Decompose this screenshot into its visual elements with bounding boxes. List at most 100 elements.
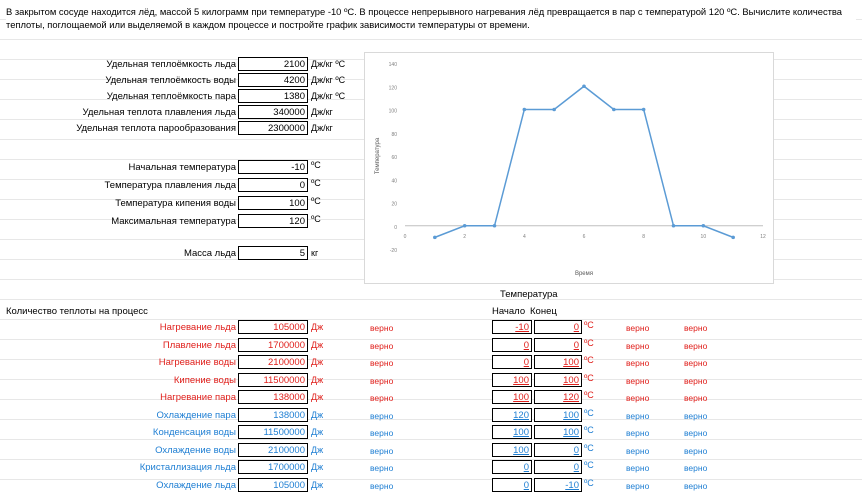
process-end-temp[interactable]: 100 (534, 355, 582, 369)
process-heat-value[interactable]: 11500000 (238, 372, 308, 387)
process-heat-value[interactable]: 2100000 (238, 355, 308, 369)
temperature-label: Максимальная температура (111, 216, 236, 227)
temperature-time-chart[interactable]: -20 0 20 40 60 80 100 120 140 0 2 4 6 8 10 12 Время Темпе… (364, 52, 774, 284)
process-end-temp[interactable]: 100 (534, 425, 582, 439)
data-point (552, 107, 556, 112)
constant-value[interactable]: 4200 (238, 73, 308, 87)
process-heat-value[interactable]: 1700000 (238, 460, 308, 474)
check-status: верно (626, 375, 650, 386)
constant-label: Удельная теплоёмкость льда (106, 59, 236, 70)
check-status: верно (370, 410, 394, 421)
process-heat-value[interactable]: 105000 (238, 320, 308, 334)
constant-value[interactable]: 2300000 (238, 121, 308, 135)
check-status: верно (684, 480, 708, 491)
process-end-temp[interactable]: 0 (534, 337, 582, 352)
process-end-temp[interactable]: -10 (534, 477, 582, 492)
check-status: верно (684, 445, 708, 456)
process-temp-unit: ºС (584, 460, 594, 470)
chart-svg: -20 0 20 40 60 80 100 120 140 0 2 4 6 8 10 12 Время Темпе… (375, 62, 766, 277)
process-start-temp[interactable]: 0 (492, 477, 532, 492)
y-tick-label: 0 (394, 225, 397, 231)
constant-label: Удельная теплоёмкость пара (106, 91, 236, 102)
constant-unit: Дж/кг (311, 107, 333, 117)
process-start-temp[interactable]: 0 (492, 337, 532, 352)
temperature-value[interactable]: 100 (238, 196, 308, 210)
temperature-unit: ºС (311, 178, 321, 188)
data-point (492, 223, 497, 228)
series-line (434, 85, 734, 239)
temperature-header: Температура (500, 289, 558, 300)
process-heat-value[interactable]: 138000 (238, 407, 308, 422)
y-tick-label: 140 (389, 62, 398, 68)
process-end-temp[interactable]: 0 (534, 320, 582, 334)
process-name: Нагревание воды (158, 357, 236, 368)
temperature-value[interactable]: 120 (238, 214, 308, 228)
data-point (641, 107, 646, 112)
process-start-temp[interactable]: 100 (492, 442, 532, 457)
process-end-temp[interactable]: 100 (534, 407, 582, 422)
process-temp-unit: ºС (584, 407, 594, 418)
check-status: верно (684, 340, 708, 351)
process-name: Нагревание льда (159, 322, 236, 333)
process-start-temp[interactable]: 0 (492, 355, 532, 369)
constant-value[interactable]: 340000 (238, 105, 308, 119)
check-status: верно (684, 428, 708, 438)
x-tick-label: 12 (760, 234, 766, 240)
constant-unit: Дж/кг (311, 123, 333, 133)
y-tick-label: 60 (391, 155, 397, 161)
process-end-temp[interactable]: 0 (534, 460, 582, 474)
process-start-temp[interactable]: 120 (492, 407, 532, 422)
check-status: верно (684, 463, 708, 473)
process-heat-unit: Дж (311, 409, 324, 420)
process-end-temp[interactable]: 120 (534, 390, 582, 404)
check-status: верно (370, 393, 394, 403)
data-point (612, 107, 616, 112)
mass-value[interactable]: 5 (238, 246, 308, 260)
temperature-value[interactable]: 0 (238, 178, 308, 192)
process-temp-unit: ºС (584, 425, 594, 435)
constant-label: Удельная теплота парообразования (76, 123, 236, 134)
process-heat-value[interactable]: 1700000 (238, 337, 308, 352)
process-start-temp[interactable]: 100 (492, 372, 532, 387)
heat-header: Количество теплоты на процесс (6, 306, 148, 317)
process-heat-value[interactable]: 105000 (238, 477, 308, 492)
data-point (582, 84, 586, 89)
constant-value[interactable]: 1380 (238, 89, 308, 103)
process-heat-value[interactable]: 11500000 (238, 425, 308, 439)
process-end-temp[interactable]: 100 (534, 372, 582, 387)
x-tick-label: 8 (642, 234, 645, 240)
x-tick-label: 6 (583, 234, 586, 240)
y-tick-label: 80 (391, 132, 397, 138)
process-heat-unit: Дж (311, 357, 324, 367)
check-status: верно (626, 323, 650, 333)
process-heat-unit: Дж (311, 462, 324, 472)
check-status: верно (370, 323, 394, 333)
x-tick-label: 0 (404, 234, 407, 240)
temperature-label: Температура плавления льда (104, 180, 236, 191)
process-start-temp[interactable]: 100 (492, 390, 532, 404)
process-heat-unit: Дж (311, 392, 324, 402)
y-tick-label: 120 (389, 85, 398, 91)
process-start-temp[interactable]: 100 (492, 425, 532, 439)
process-name: Охлаждение воды (155, 444, 236, 456)
constant-unit: Дж/кг ºС (311, 75, 346, 85)
check-status: верно (684, 323, 708, 333)
temperature-value[interactable]: -10 (238, 160, 308, 174)
temperature-unit: ºС (311, 214, 321, 224)
process-heat-value[interactable]: 2100000 (238, 442, 308, 457)
process-heat-unit: Дж (311, 427, 324, 437)
check-status: верно (626, 480, 650, 491)
constant-label: Удельная теплота плавления льда (82, 107, 236, 118)
process-heat-unit: Дж (311, 479, 324, 490)
data-point (433, 235, 437, 240)
process-start-temp[interactable]: 0 (492, 460, 532, 474)
constant-value[interactable]: 2100 (238, 57, 308, 71)
process-name: Охлаждение пара (156, 409, 236, 421)
check-status: верно (626, 463, 650, 473)
process-end-temp[interactable]: 0 (534, 442, 582, 457)
process-heat-value[interactable]: 138000 (238, 390, 308, 404)
process-start-temp[interactable]: -10 (492, 320, 532, 334)
constant-unit: Дж/кг ºС (311, 59, 346, 69)
check-status: верно (370, 463, 394, 473)
check-status: верно (626, 340, 650, 351)
